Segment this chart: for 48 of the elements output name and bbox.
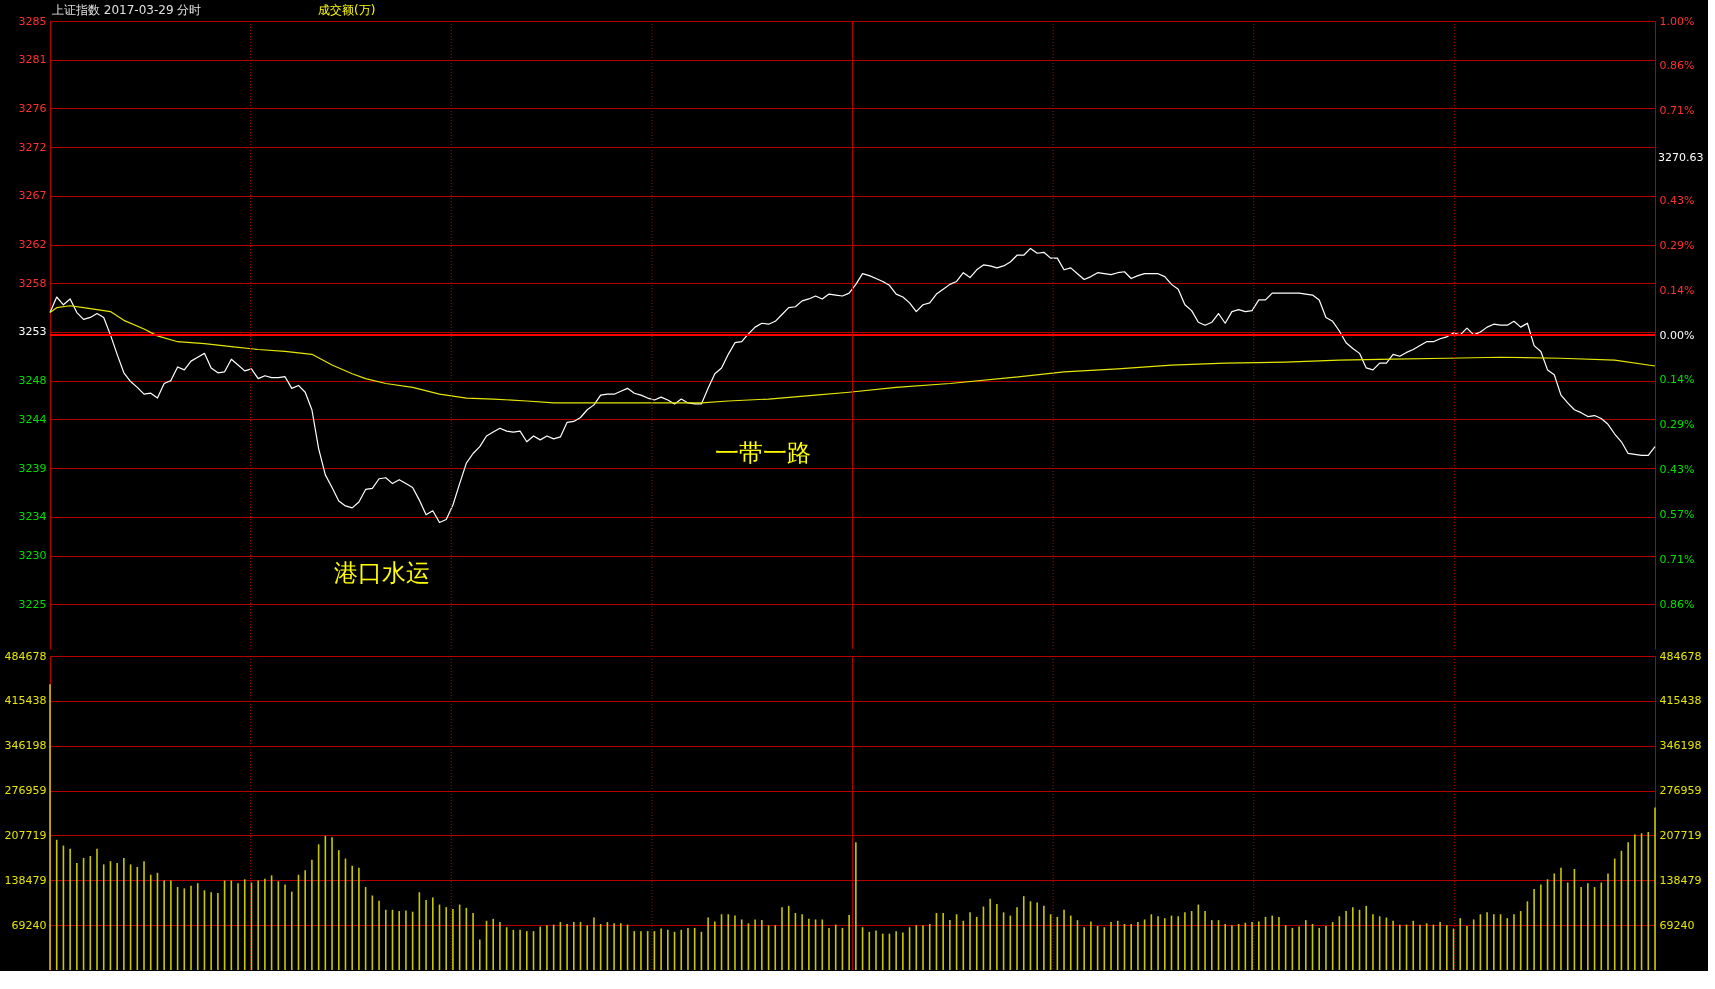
y2-tick-label: 138479 bbox=[1659, 873, 1702, 887]
annotation: 港口水运 bbox=[334, 558, 431, 587]
y-tick-label: 3281 bbox=[18, 53, 47, 67]
y-tick-label: 3230 bbox=[18, 549, 47, 563]
line-series bbox=[49, 305, 1656, 404]
y2-tick-label: 415438 bbox=[1659, 694, 1702, 708]
y-tick-label: 346198 bbox=[4, 739, 47, 753]
y-tick-label: 3267 bbox=[18, 189, 47, 203]
y2-tick-label: 0.86% bbox=[1659, 59, 1695, 73]
y-tick-label: 415438 bbox=[4, 694, 47, 708]
y2-tick-label: 0.71% bbox=[1659, 552, 1695, 566]
y-tick-label: 3262 bbox=[18, 238, 47, 252]
y2-tick-label: 0.14% bbox=[1659, 283, 1695, 297]
y-tick-label: 69240 bbox=[11, 918, 47, 932]
y2-tick-label: 0.43% bbox=[1659, 463, 1695, 477]
y-tick-label: 207719 bbox=[4, 828, 47, 842]
annotation: 一带一路 bbox=[714, 439, 811, 468]
y-tick-label: 3258 bbox=[18, 276, 47, 290]
chart-title: 成交额(万) bbox=[318, 3, 376, 17]
y2-tick-label: 346198 bbox=[1659, 739, 1702, 753]
line-series bbox=[49, 247, 1656, 524]
y-tick-label: 484678 bbox=[4, 649, 47, 663]
text: 3270.63 bbox=[1658, 150, 1704, 164]
y-tick-label: 276959 bbox=[4, 784, 47, 798]
y2-tick-label: 0.14% bbox=[1659, 373, 1695, 387]
y2-tick-label: 276959 bbox=[1659, 784, 1702, 798]
y2-tick-label: 0.86% bbox=[1659, 597, 1695, 611]
y2-tick-label: 0.29% bbox=[1659, 238, 1695, 252]
y-tick-label: 3253 bbox=[18, 325, 47, 339]
y-tick-label: 3272 bbox=[18, 140, 47, 154]
y2-tick-label: 0.57% bbox=[1659, 507, 1695, 521]
y-tick-label: 3276 bbox=[18, 101, 47, 115]
y2-tick-label: 0.29% bbox=[1659, 418, 1695, 432]
y2-tick-label: 1.00% bbox=[1659, 14, 1695, 28]
y-tick-label: 138479 bbox=[4, 873, 47, 887]
y2-tick-label: 0.43% bbox=[1659, 193, 1695, 207]
y2-tick-label: 0.00% bbox=[1659, 328, 1695, 342]
y2-tick-label: 484678 bbox=[1659, 649, 1702, 663]
y2-tick-label: 207719 bbox=[1659, 828, 1702, 842]
y-tick-label: 3244 bbox=[18, 412, 47, 426]
y-tick-label: 3239 bbox=[18, 461, 47, 475]
y-tick-label: 3248 bbox=[18, 374, 47, 388]
y-tick-label: 3285 bbox=[18, 14, 47, 28]
y-tick-label: 3234 bbox=[18, 510, 47, 524]
y2-tick-label: 0.71% bbox=[1659, 104, 1695, 118]
chart-title: 上证指数 2017-03-29 分时 bbox=[52, 3, 202, 17]
y-tick-label: 3225 bbox=[18, 597, 47, 611]
y2-tick-label: 69240 bbox=[1659, 918, 1695, 932]
